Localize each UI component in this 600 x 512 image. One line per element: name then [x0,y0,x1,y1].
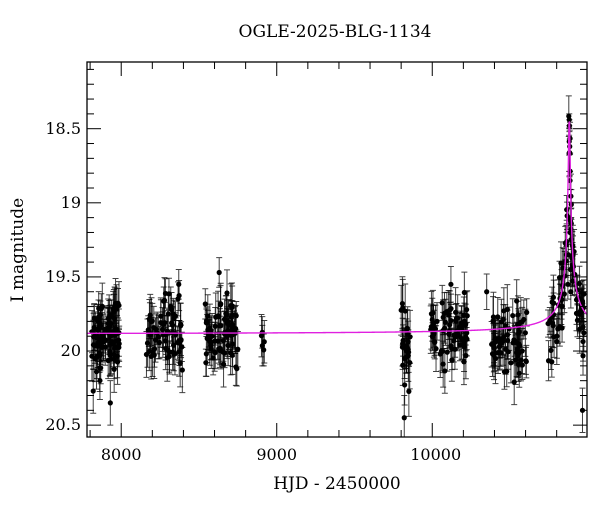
x-tick-label: 8000 [100,445,142,464]
y-tick-label: 19.5 [45,266,81,286]
chart-title: OGLE-2025-BLG-1134 [238,22,432,42]
plot-frame [86,61,588,438]
y-tick-label: 19 [60,192,81,212]
x-tick-label: 9000 [256,445,298,464]
axis-ticks [87,62,587,437]
x-tick-label: 10000 [410,445,462,464]
y-tick-label: 20.5 [45,415,81,435]
x-axis-label: HJD - 2450000 [273,474,401,494]
error-bars [88,95,587,437]
y-tick-label: 20 [60,341,81,361]
data-points [89,113,587,421]
model-curve [86,121,588,335]
y-tick-label: 18.5 [45,118,81,138]
